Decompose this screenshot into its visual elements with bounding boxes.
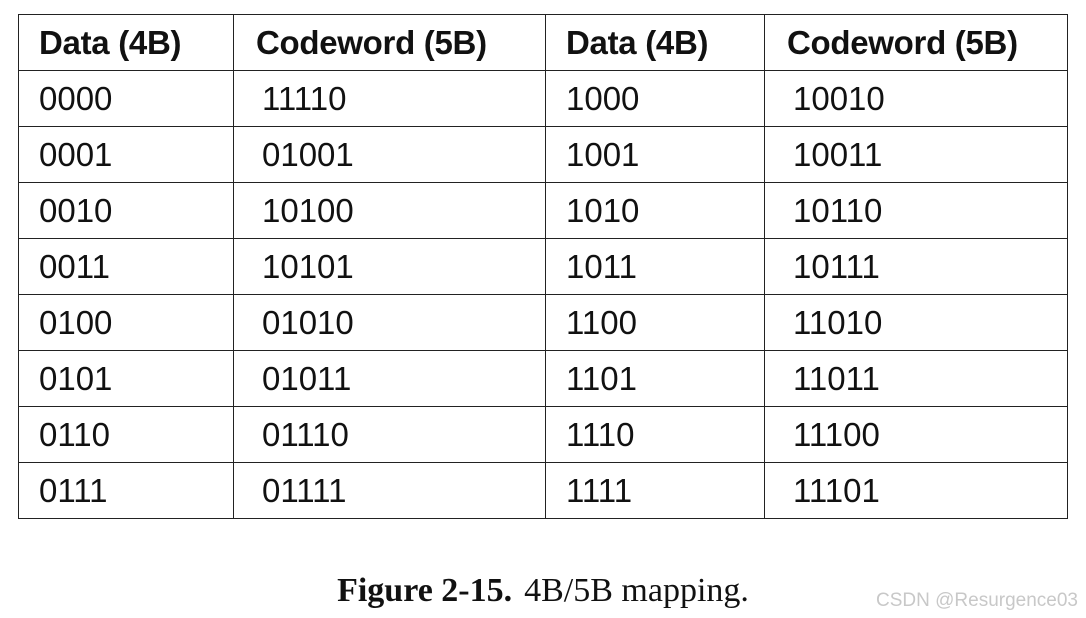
cell-data-left: 0001 <box>18 126 234 183</box>
cell-data-right: 1100 <box>545 294 765 351</box>
cell-data-right: 1110 <box>545 406 765 463</box>
cell-codeword-right: 10111 <box>764 238 1068 295</box>
cell-data-right: 1000 <box>545 70 765 127</box>
cell-data-right: 1111 <box>545 462 765 519</box>
cell-data-left: 0101 <box>18 350 234 407</box>
cell-codeword-right: 11010 <box>764 294 1068 351</box>
cell-codeword-left: 01110 <box>233 406 546 463</box>
watermark: CSDN @Resurgence03 <box>876 590 1078 611</box>
cell-data-left: 0110 <box>18 406 234 463</box>
cell-data-right: 1101 <box>545 350 765 407</box>
cell-codeword-right: 10010 <box>764 70 1068 127</box>
cell-codeword-left: 01010 <box>233 294 546 351</box>
cell-codeword-left: 01001 <box>233 126 546 183</box>
table-row: 0101 01011 1101 11011 <box>18 350 1068 407</box>
table-body: 0000 11110 1000 10010 0001 01001 1001 10011 0010… <box>18 70 1068 519</box>
cell-codeword-left: 01011 <box>233 350 546 407</box>
cell-codeword-right: 11100 <box>764 406 1068 463</box>
cell-data-left: 0011 <box>18 238 234 295</box>
table-row: 0001 01001 1001 10011 <box>18 126 1068 183</box>
cell-codeword-left: 11110 <box>233 70 546 127</box>
figure-caption-text: 4B/5B mapping. <box>524 572 749 609</box>
cell-data-left: 0100 <box>18 294 234 351</box>
header-data-left: Data (4B) <box>18 14 234 71</box>
cell-data-left: 0000 <box>18 70 234 127</box>
cell-data-left: 0111 <box>18 462 234 519</box>
table-row: 0110 01110 1110 11100 <box>18 406 1068 463</box>
table-row: 0111 01111 1111 11101 <box>18 462 1068 519</box>
cell-data-right: 1010 <box>545 182 765 239</box>
table-row: 0010 10100 1010 10110 <box>18 182 1068 239</box>
table-row: 0100 01010 1100 11010 <box>18 294 1068 351</box>
cell-codeword-right: 11011 <box>764 350 1068 407</box>
cell-codeword-right: 10110 <box>764 182 1068 239</box>
cell-data-left: 0010 <box>18 182 234 239</box>
cell-data-right: 1001 <box>545 126 765 183</box>
header-codeword-right: Codeword (5B) <box>764 14 1068 71</box>
cell-data-right: 1011 <box>545 238 765 295</box>
mapping-table: Data (4B) Codeword (5B) Data (4B) Codewo… <box>18 14 1068 519</box>
cell-codeword-right: 10011 <box>764 126 1068 183</box>
header-codeword-left: Codeword (5B) <box>233 14 546 71</box>
cell-codeword-left: 01111 <box>233 462 546 519</box>
table-header-row: Data (4B) Codeword (5B) Data (4B) Codewo… <box>18 14 1068 71</box>
table-row: 0000 11110 1000 10010 <box>18 70 1068 127</box>
table-row: 0011 10101 1011 10111 <box>18 238 1068 295</box>
figure-caption: Figure 2-15. 4B/5B mapping. <box>0 572 1086 610</box>
header-data-right: Data (4B) <box>545 14 765 71</box>
cell-codeword-left: 10100 <box>233 182 546 239</box>
cell-codeword-right: 11101 <box>764 462 1068 519</box>
figure-label: Figure 2-15. <box>337 572 513 609</box>
cell-codeword-left: 10101 <box>233 238 546 295</box>
